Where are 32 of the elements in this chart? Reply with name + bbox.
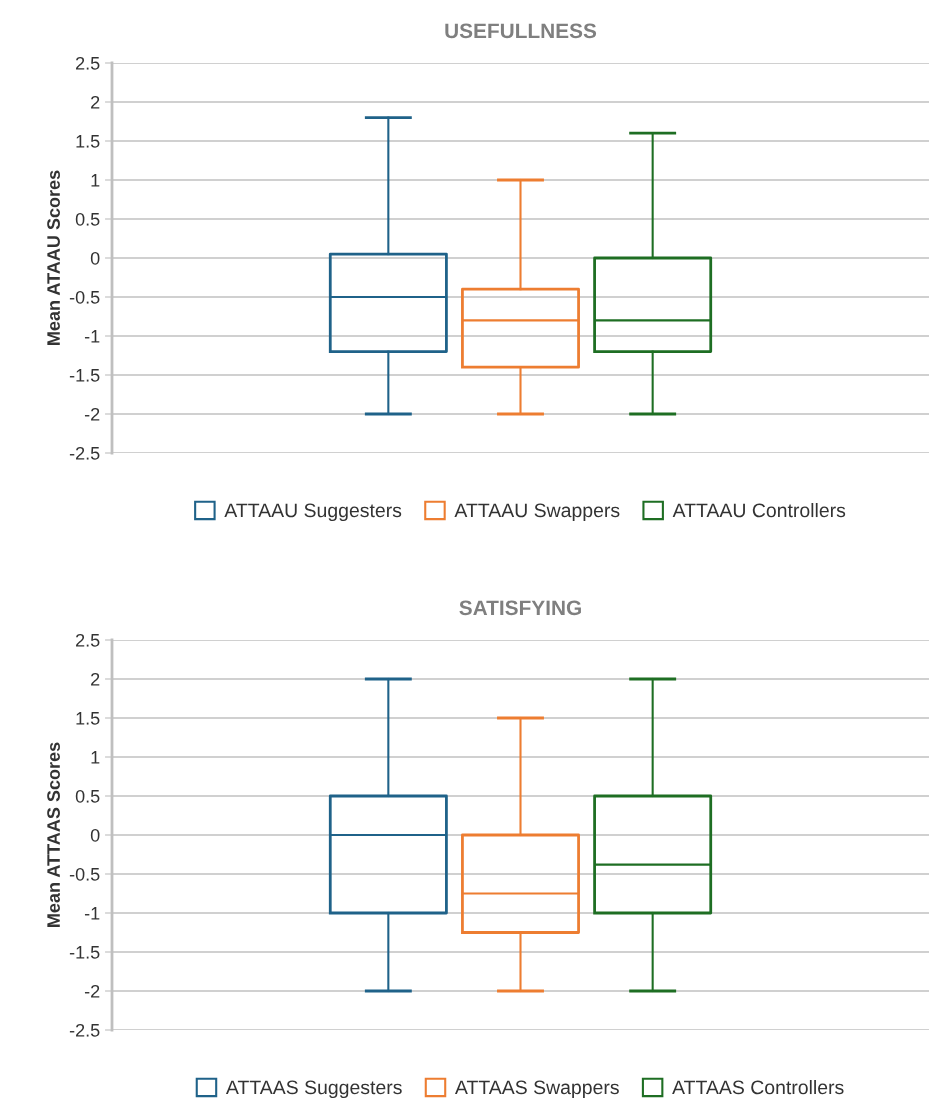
y-tick-label: -1.5 bbox=[69, 369, 100, 382]
y-tick-label: -0.5 bbox=[69, 290, 100, 304]
y-tick-label: 0 bbox=[90, 251, 100, 265]
y-axis-title: Mean ATTAAS Scores bbox=[47, 742, 60, 927]
y-tick-label: 2.5 bbox=[76, 633, 100, 647]
y-tick-label: -2 bbox=[84, 407, 100, 421]
y-tick-label: -1 bbox=[84, 907, 100, 920]
y-tick-label: 1 bbox=[91, 751, 100, 764]
y-tick-label: 1.5 bbox=[76, 712, 100, 725]
y-tick-label: -2.5 bbox=[69, 446, 100, 460]
y-tick-label: -1 bbox=[84, 330, 100, 343]
chart-title: USEFULLNESS bbox=[445, 23, 597, 39]
y-tick-label: 2 bbox=[91, 672, 100, 686]
y-axis-title: Mean ATAAU Scores bbox=[47, 170, 60, 345]
y-tick-label: 0.5 bbox=[75, 789, 100, 803]
legend-label: ATTAAU Swappers bbox=[454, 503, 620, 522]
y-tick-label: -0.5 bbox=[69, 867, 100, 881]
y-tick-label: -1.5 bbox=[69, 946, 100, 959]
chart-title: SATISFYING bbox=[459, 600, 581, 616]
legend-label: ATTAAS Swappers bbox=[454, 1080, 619, 1099]
y-tick-label: -2 bbox=[84, 984, 100, 998]
legend-label: ATTAAU Controllers bbox=[672, 502, 846, 518]
legend-label: ATTAAS Controllers bbox=[672, 1079, 844, 1095]
y-tick-label: 1 bbox=[91, 174, 100, 187]
y-tick-label: 1.5 bbox=[76, 135, 100, 148]
y-tick-label: 2 bbox=[91, 95, 100, 109]
y-tick-label: 2.5 bbox=[76, 56, 100, 70]
y-tick-label: 0.5 bbox=[75, 212, 100, 226]
y-tick-label: 0 bbox=[90, 828, 100, 842]
legend-label: ATTAAS Suggesters bbox=[225, 1080, 402, 1099]
y-tick-label: -2.5 bbox=[69, 1023, 100, 1037]
legend-label: ATTAAU Suggesters bbox=[224, 503, 402, 522]
